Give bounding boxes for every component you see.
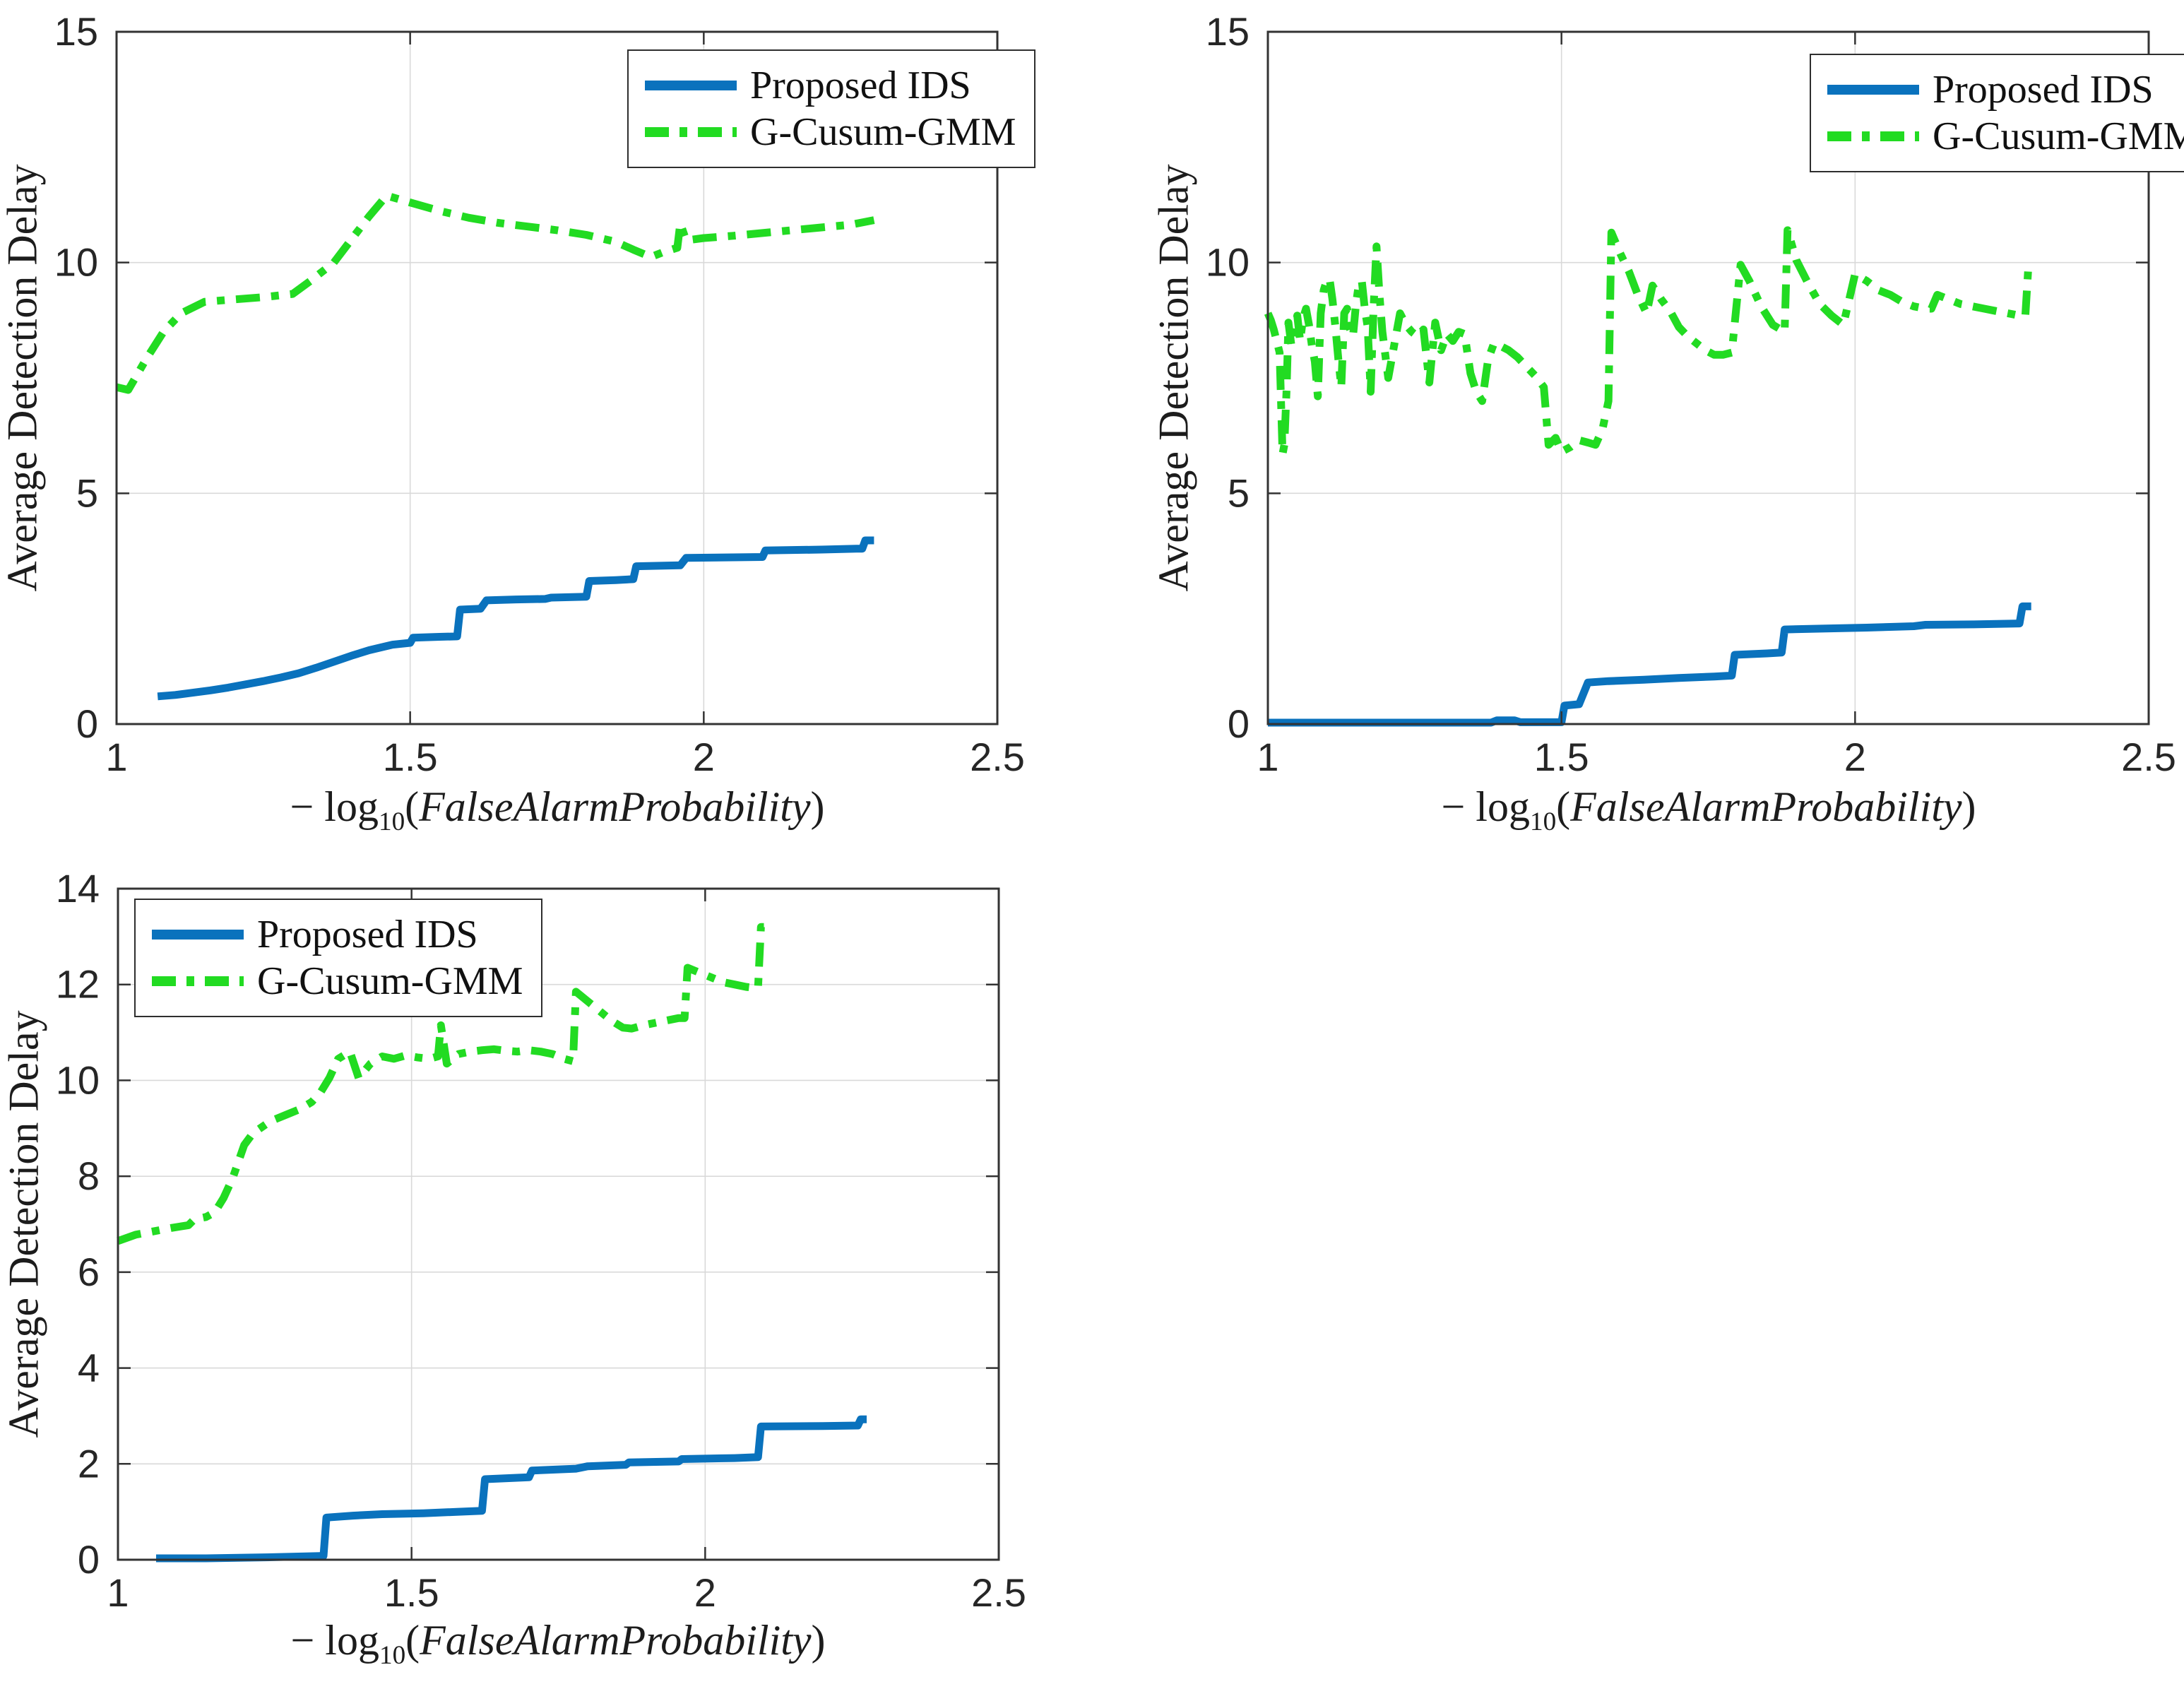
legend-label-g-cusum-gmm: G-Cusum-GMM (750, 110, 1016, 154)
legend-label-proposed-ids: Proposed IDS (257, 913, 478, 956)
y-tick-label: 10 (1206, 240, 1250, 285)
y-tick-label: 15 (54, 9, 98, 54)
legend-line-proposed-ids-icon (152, 930, 244, 940)
y-tick-label: 2 (78, 1441, 100, 1486)
legend-item-g-cusum-gmm: G-Cusum-GMM (1827, 113, 2184, 160)
legend: Proposed IDS G-Cusum-GMM (134, 899, 543, 1017)
x-tick-label: 2 (694, 1570, 716, 1615)
x-axis-label-sub: 10 (379, 1641, 406, 1670)
series-line-g-cusum-gmm (1264, 226, 2033, 458)
legend-line-proposed-ids-icon (645, 81, 737, 90)
y-axis-label-text: Average Detection Delay (0, 164, 46, 592)
y-axis-label: Average Detection Delay (0, 1010, 49, 1438)
chart-top-right: 1 1.5 2 2.5 0 5 10 15 Average Detection Delay −… (1092, 0, 2184, 845)
y-axis-label-text: Average Detection Delay (0, 1010, 47, 1438)
y-tick-label: 4 (78, 1346, 100, 1390)
y-axis-label: Average Detection Delay (0, 164, 47, 591)
x-axis-label-neg-log: − log (1441, 783, 1530, 830)
series-line-proposed-ids (1268, 602, 2031, 727)
plot-border (115, 30, 999, 725)
x-axis-label-neg-log: − log (290, 1617, 379, 1664)
y-tick-label: 5 (1228, 470, 1250, 515)
series-line-g-cusum-gmm (115, 191, 875, 394)
legend-label-g-cusum-gmm: G-Cusum-GMM (1933, 114, 2184, 158)
legend-line-g-cusum-gmm-icon (645, 127, 737, 137)
series-line-proposed-ids (156, 1415, 867, 1563)
y-tick-label: 6 (78, 1250, 100, 1294)
x-axis-label: − log10(FalseAlarmProbability) (290, 1617, 826, 1670)
y-tick-label: 10 (54, 240, 98, 285)
y-tick-label: 10 (56, 1057, 100, 1102)
legend-line-g-cusum-gmm-icon (152, 976, 244, 986)
y-tick-label: 8 (78, 1154, 100, 1198)
legend-item-proposed-ids: Proposed IDS (1827, 66, 2184, 113)
x-tick-label: 1 (1257, 735, 1278, 779)
x-axis-label-arg: FalseAlarmProbability (1570, 783, 1962, 830)
legend-item-g-cusum-gmm: G-Cusum-GMM (151, 958, 523, 1004)
chart-bottom-left: 1 1.5 2 2.5 0 2 4 6 8 10 12 14 Average Detection De… (0, 845, 1092, 1689)
x-tick-label: 1 (107, 1570, 129, 1615)
series-line-proposed-ids (157, 536, 874, 701)
y-axis-label-text: Average Detection Delay (1150, 164, 1197, 592)
y-axis-label: Average Detection Delay (1150, 164, 1199, 591)
y-tick-label: 5 (76, 470, 98, 515)
x-tick-label: 2.5 (970, 735, 1025, 779)
x-tick-label: 2.5 (2121, 735, 2176, 779)
x-axis-label: − log10(FalseAlarmProbability) (1441, 783, 1976, 836)
legend-item-proposed-ids: Proposed IDS (151, 911, 523, 958)
x-tick-label: 2 (693, 735, 715, 779)
y-tick-label: 0 (78, 1537, 100, 1582)
legend-line-proposed-ids-icon (1827, 85, 1919, 95)
legend-line-g-cusum-gmm-icon (1827, 131, 1919, 141)
legend-label-proposed-ids: Proposed IDS (750, 64, 971, 107)
x-axis-label-arg: FalseAlarmProbability (420, 1617, 812, 1664)
legend: Proposed IDS G-Cusum-GMM (627, 49, 1036, 168)
plot-border (117, 887, 1000, 1561)
x-axis-label-sub: 10 (1529, 807, 1557, 836)
legend-label-proposed-ids: Proposed IDS (1933, 68, 2154, 112)
chart-top-left-plot: 1 1.5 2 2.5 0 5 10 15 (54, 9, 1025, 779)
legend: Proposed IDS G-Cusum-GMM (1810, 54, 2184, 172)
x-tick-label: 1.5 (1534, 735, 1589, 779)
series-line-g-cusum-gmm (117, 923, 765, 1245)
plot-border (1266, 30, 2150, 725)
legend-item-proposed-ids: Proposed IDS (644, 62, 1016, 109)
y-tick-label: 14 (56, 866, 100, 911)
legend-item-g-cusum-gmm: G-Cusum-GMM (644, 109, 1016, 155)
x-tick-label: 1.5 (384, 1570, 439, 1615)
x-tick-label: 2 (1844, 735, 1866, 779)
x-axis-label-neg-log: − log (290, 783, 379, 830)
chart-bottom-left-plot: 1 1.5 2 2.5 0 2 4 6 8 10 12 14 (56, 866, 1026, 1615)
y-tick-label: 0 (76, 701, 98, 746)
legend-label-g-cusum-gmm: G-Cusum-GMM (257, 959, 523, 1003)
chart-top-left: 1 1.5 2 2.5 0 5 10 15 Average Detection Delay −… (0, 0, 1092, 845)
y-tick-label: 12 (56, 962, 100, 1007)
y-tick-label: 0 (1228, 701, 1250, 746)
x-tick-label: 1 (105, 735, 127, 779)
chart-top-right-plot: 1 1.5 2 2.5 0 5 10 15 (1206, 9, 2176, 779)
x-tick-label: 2.5 (971, 1570, 1026, 1615)
x-axis-label-sub: 10 (378, 807, 405, 836)
x-axis-label: − log10(FalseAlarmProbability) (290, 783, 825, 836)
x-tick-label: 1.5 (383, 735, 438, 779)
y-tick-label: 15 (1206, 9, 1250, 54)
x-axis-label-arg: FalseAlarmProbability (419, 783, 811, 830)
